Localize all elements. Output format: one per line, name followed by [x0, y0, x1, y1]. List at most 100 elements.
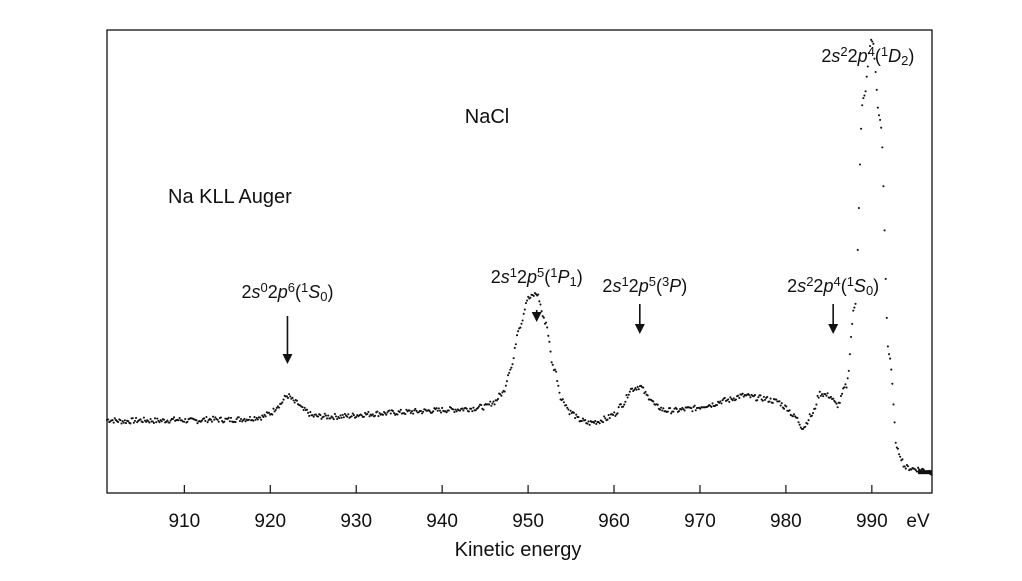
data-point [662, 407, 665, 410]
data-point [661, 409, 664, 412]
data-point [876, 106, 879, 109]
data-point [742, 395, 745, 398]
data-point [861, 104, 864, 107]
data-point [572, 411, 576, 414]
data-point [852, 309, 855, 312]
data-point [863, 94, 866, 97]
data-point [171, 418, 174, 421]
data-point [569, 409, 572, 412]
data-point [850, 335, 853, 338]
data-point [540, 310, 543, 313]
data-point [844, 383, 847, 386]
data-point [793, 413, 796, 416]
data-point [183, 420, 186, 423]
data-point [303, 406, 306, 409]
data-point [906, 465, 910, 468]
data-point [734, 398, 738, 401]
data-point [727, 398, 730, 401]
data-point [331, 416, 334, 419]
data-point [628, 390, 631, 393]
data-point [566, 406, 569, 409]
sample-annotation: NaCl [465, 106, 509, 128]
data-point [334, 415, 338, 418]
data-point [887, 353, 891, 356]
data-point [835, 402, 838, 405]
data-point [415, 409, 418, 412]
data-point [841, 392, 844, 395]
data-point [314, 413, 317, 416]
peak-annotations: 2s02p6(1S0) 2s12p5(1P1) 2s12p5(3P) 2s22p4(1… [241, 44, 914, 364]
data-point [886, 345, 889, 348]
data-point [881, 146, 884, 149]
data-point [619, 403, 622, 406]
data-point [546, 326, 549, 329]
data-point [374, 414, 377, 417]
data-point [472, 406, 475, 409]
data-point [493, 403, 496, 406]
data-point [255, 416, 258, 420]
data-point [624, 400, 627, 403]
data-point [341, 413, 344, 416]
data-point [880, 126, 883, 129]
data-point [438, 409, 441, 412]
data-point [327, 414, 330, 417]
data-point [757, 396, 760, 399]
x-tick-label: 930 [340, 511, 372, 532]
data-point [336, 417, 339, 421]
data-point [749, 396, 752, 399]
data-point [553, 368, 557, 371]
data-point [864, 90, 867, 93]
data-point [768, 400, 771, 403]
data-point [728, 400, 731, 403]
data-point [291, 396, 294, 399]
data-point [616, 412, 619, 415]
data-point [636, 385, 639, 389]
data-point [264, 415, 267, 418]
data-point [437, 407, 440, 410]
data-point [819, 394, 822, 397]
data-point [168, 421, 171, 424]
data-point [371, 413, 374, 416]
data-point [378, 412, 381, 415]
data-point [613, 411, 616, 414]
data-point [595, 422, 598, 426]
data-point [465, 407, 468, 410]
data-point [584, 419, 587, 422]
data-point [184, 417, 187, 421]
data-point [894, 441, 897, 444]
data-point [122, 421, 125, 424]
arrow-head-icon [828, 324, 839, 334]
data-point [853, 306, 856, 309]
data-point [515, 334, 519, 337]
spectrum-series [105, 38, 933, 476]
data-point [791, 415, 794, 418]
data-point [796, 416, 799, 419]
data-point [896, 447, 900, 450]
data-point [771, 401, 774, 404]
data-point [412, 412, 415, 415]
data-point [200, 419, 204, 422]
data-point [801, 427, 805, 431]
data-point [622, 405, 625, 408]
data-point [253, 416, 256, 419]
data-point [666, 410, 669, 413]
data-point [732, 397, 735, 400]
data-point [186, 420, 189, 423]
peak-label: 2s12p5(1P1) [491, 265, 583, 289]
data-point [738, 396, 741, 400]
data-point [917, 466, 920, 469]
x-tick-label: 910 [168, 511, 200, 532]
data-point [282, 398, 285, 401]
data-point [635, 388, 638, 391]
data-point [854, 302, 857, 305]
data-point [527, 295, 530, 298]
data-point [309, 411, 312, 414]
data-point [910, 468, 913, 471]
data-point [779, 404, 782, 407]
data-point [329, 417, 332, 420]
data-point [843, 386, 846, 389]
data-point [496, 397, 500, 401]
data-point [467, 410, 471, 413]
data-point [323, 412, 326, 415]
data-point [408, 409, 411, 412]
